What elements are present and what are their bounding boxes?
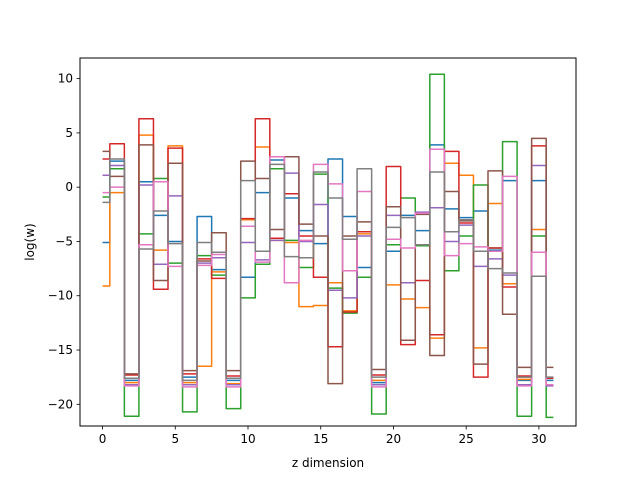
x-axis-ticks: 0 5 10 15 20 25 30: [99, 426, 547, 446]
x-axis-label: z dimension: [292, 456, 364, 470]
x-tick-label: 30: [531, 432, 546, 446]
x-tick-label: 20: [386, 432, 401, 446]
y-tick-label: −5: [55, 234, 73, 248]
x-tick-label: 15: [313, 432, 328, 446]
x-tick-label: 25: [459, 432, 474, 446]
y-tick-label: −10: [48, 289, 73, 303]
y-axis-label: log(w): [23, 223, 37, 260]
y-tick-label: 10: [58, 72, 73, 86]
series-line-6: [102, 137, 554, 385]
y-tick-label: 5: [65, 126, 73, 140]
y-axis-ticks: 10 5 0 −5 −10 −15 −20: [48, 72, 80, 411]
y-tick-label: −20: [48, 397, 73, 411]
y-tick-label: −15: [48, 343, 73, 357]
x-tick-label: 5: [171, 432, 179, 446]
plot-frame: [79, 57, 577, 427]
series-lines: [102, 73, 554, 419]
x-tick-label: 0: [99, 432, 107, 446]
series-line-8: [102, 158, 554, 382]
y-tick-label: 0: [65, 180, 73, 194]
x-tick-label: 10: [240, 432, 255, 446]
